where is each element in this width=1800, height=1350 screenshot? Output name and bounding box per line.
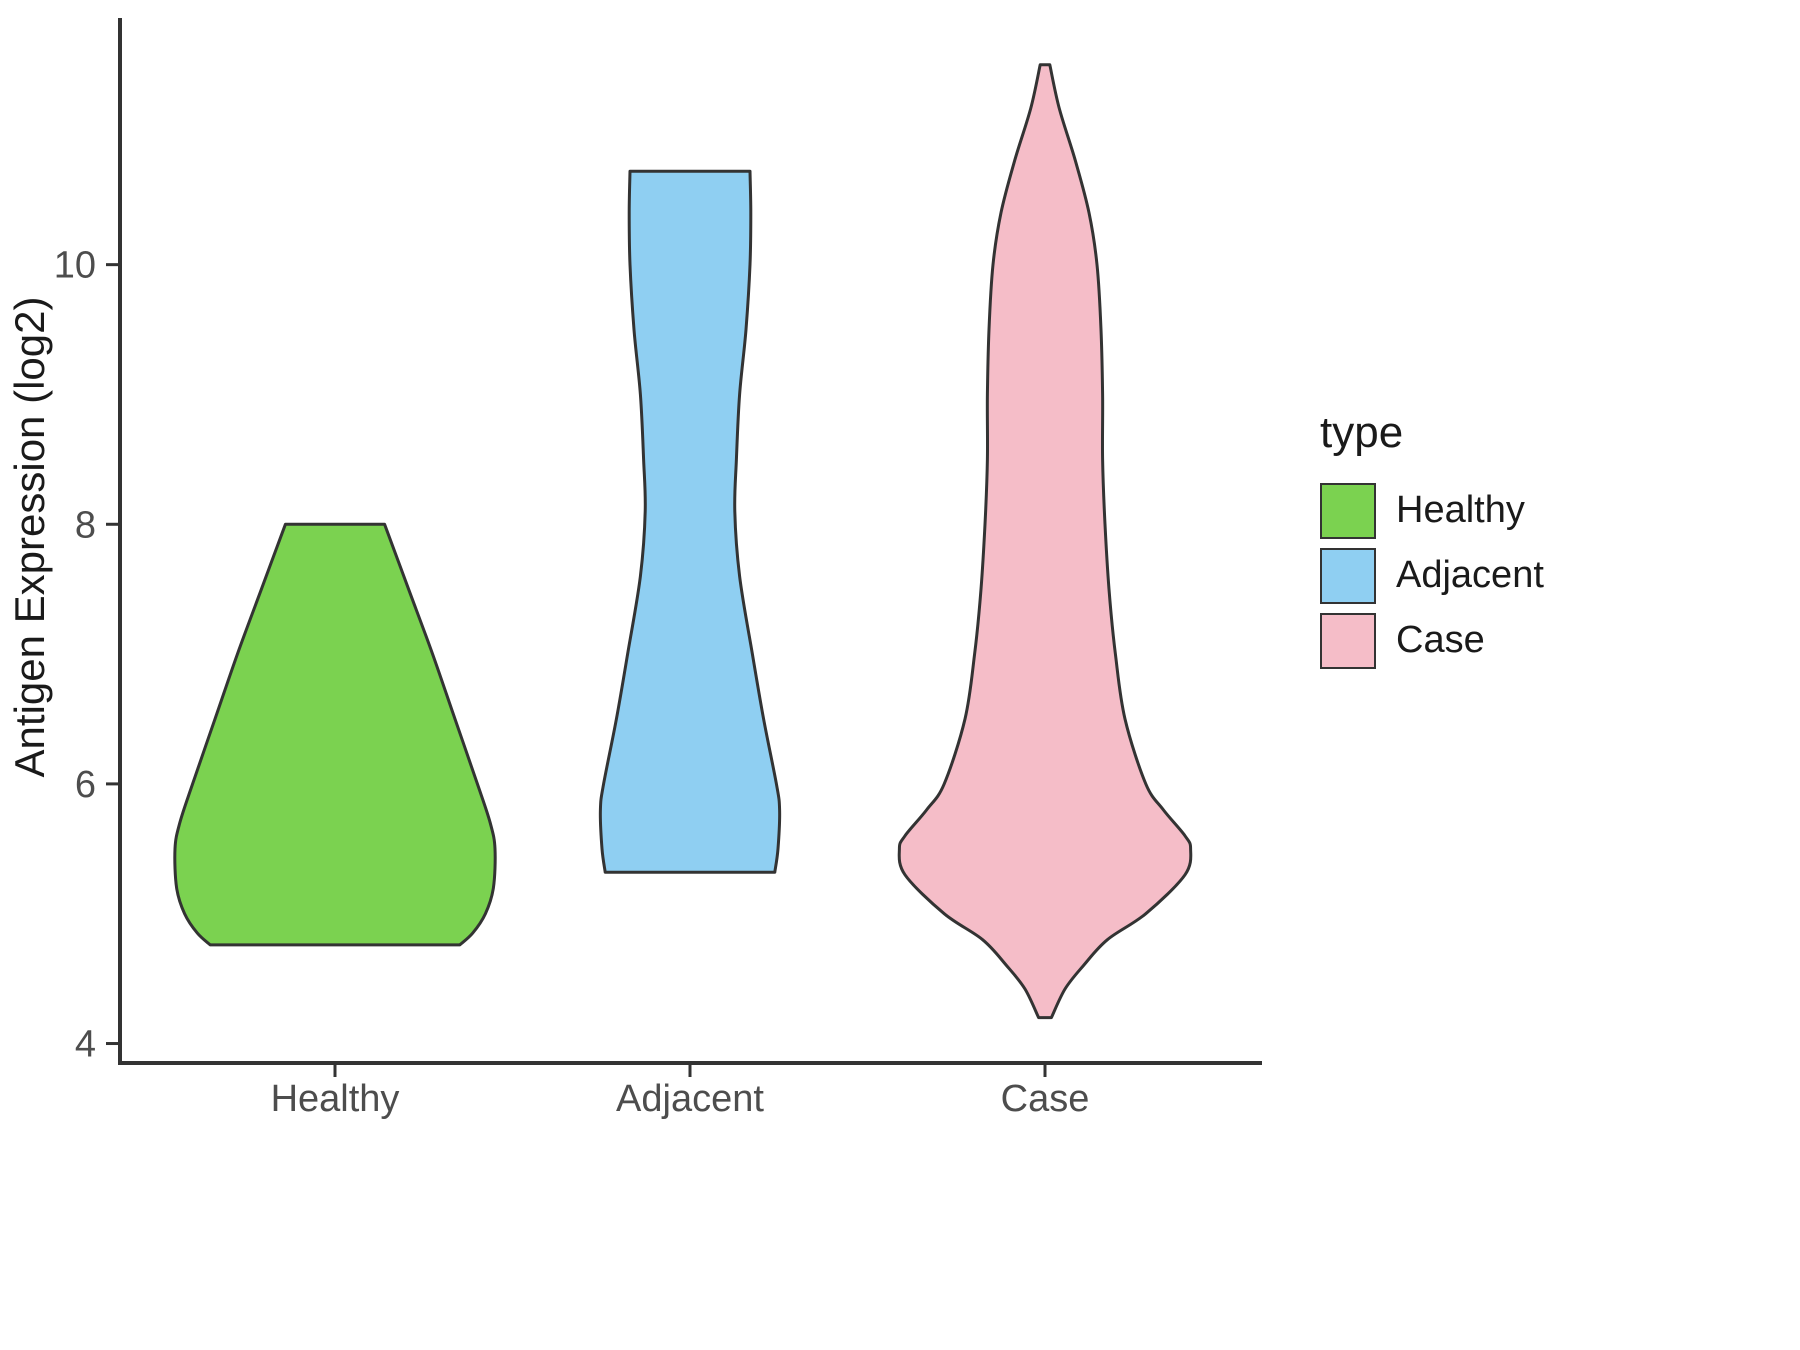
legend-item-adjacent: Adjacent [1320, 543, 1544, 608]
legend-label-healthy: Healthy [1396, 489, 1525, 531]
y-ticks: 4 6 8 10 [54, 245, 120, 1066]
y-tick-label: 4 [75, 1024, 96, 1066]
legend-label-adjacent: Adjacent [1396, 554, 1544, 596]
legend: type Healthy Adjacent Case [1320, 408, 1544, 673]
y-tick-label: 10 [54, 245, 96, 287]
legend-swatch-adjacent [1320, 547, 1376, 604]
y-axis-title: Antigen Expression (log2) [6, 297, 53, 778]
x-ticks: Healthy Adjacent Case [271, 1063, 1090, 1120]
legend-label-case: Case [1396, 619, 1485, 661]
legend-swatch-case [1320, 612, 1376, 669]
x-tick-label: Case [1001, 1078, 1090, 1120]
violins [173, 63, 1193, 1020]
violin-adjacent [598, 169, 782, 874]
y-tick-label: 6 [75, 764, 96, 806]
x-tick-label: Healthy [271, 1078, 400, 1120]
legend-item-healthy: Healthy [1320, 478, 1544, 543]
violin-healthy [173, 522, 497, 947]
violin-case [897, 63, 1193, 1020]
legend-title: type [1320, 408, 1404, 457]
x-tick-label: Adjacent [616, 1078, 764, 1120]
legend-swatch-healthy [1320, 482, 1376, 539]
y-tick-label: 8 [75, 504, 96, 546]
legend-item-case: Case [1320, 608, 1544, 673]
